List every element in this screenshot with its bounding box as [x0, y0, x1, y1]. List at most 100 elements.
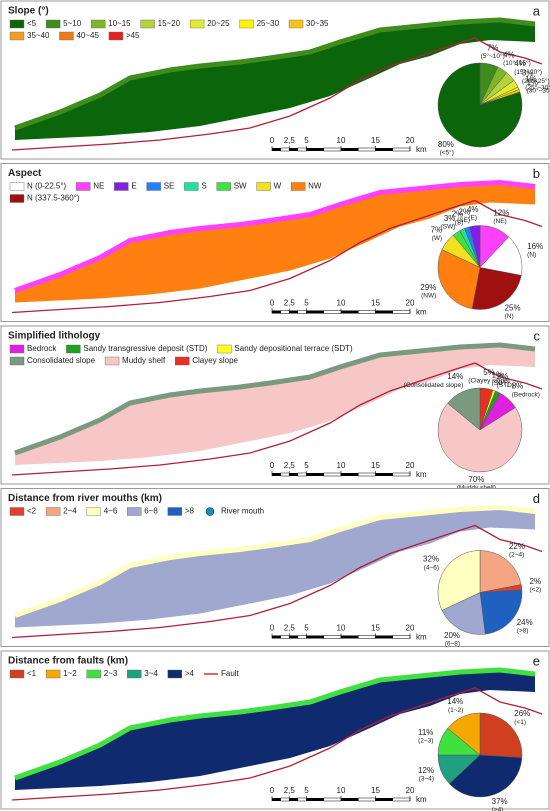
scale-segment: [375, 473, 393, 476]
pie-slice: [479, 589, 523, 635]
coastline: [11, 362, 543, 476]
legend-label: 4~6: [104, 507, 118, 516]
scale-segment: [323, 797, 342, 802]
panel-letter: d: [533, 491, 540, 506]
scale-segment: [297, 472, 307, 477]
legend-label: 35~40: [27, 31, 50, 40]
legend-label: N (337.5-360°): [27, 194, 80, 203]
pie-name-label: (25°~30°): [525, 83, 550, 91]
legend-swatch: [76, 182, 91, 191]
pie-value-label: 32%: [423, 555, 439, 564]
scale-label: 0: [270, 786, 275, 795]
panel-title: Simplified lithology: [8, 331, 101, 342]
legend-label: 25~30: [257, 19, 280, 28]
legend-label: 2~4: [63, 507, 77, 516]
pie-value-label: 1%: [525, 75, 537, 84]
legend-label: 40~45: [76, 31, 99, 40]
scale-segment: [289, 798, 298, 801]
scale-segment: [375, 310, 393, 314]
scale-segment: [306, 798, 324, 801]
panel: Distance from faults (km) e <1 1~2 2~3 3~4 >4 F…: [0, 650, 550, 811]
scale-label: 2,5: [284, 299, 296, 308]
legend-swatch: [167, 669, 183, 679]
pie-name-label: (10°~15°): [503, 59, 531, 67]
pie-value-label: 25%: [505, 303, 521, 312]
scale-segment: [323, 472, 342, 477]
legend-swatch: [9, 19, 25, 29]
legend-swatch: [9, 669, 25, 679]
scale-segment: [280, 147, 290, 152]
scale-segment: [323, 635, 342, 639]
pie-value-label: 12%: [493, 208, 509, 217]
legend-label: >8: [185, 507, 195, 516]
scale-segment: [289, 473, 298, 476]
panel-letter: c: [534, 328, 541, 343]
scale-unit: km: [416, 145, 427, 154]
pie-name-label: (>4): [492, 807, 504, 811]
map-area: [15, 182, 535, 303]
legend-label: SW: [234, 182, 247, 191]
pie-name-label: (30°~35°): [527, 86, 550, 94]
pie-name-label: (<1): [514, 719, 526, 726]
pie-value-label: 1%: [492, 370, 504, 379]
panel-title: Distance from faults (km): [8, 656, 128, 667]
pie-name-label: (Bedrock): [512, 391, 540, 398]
pie-name-label: (N): [527, 252, 536, 259]
coastline: [11, 199, 543, 314]
scale-segment: [375, 148, 393, 151]
pie-name-label: (SE): [457, 217, 470, 224]
legend-swatch: [9, 194, 25, 203]
pie-name-label: (2~4): [509, 552, 524, 559]
pie-value-label: 2%: [459, 207, 471, 216]
scale-label: 10: [337, 461, 346, 470]
scale-segment: [297, 797, 307, 802]
scale-segment: [280, 797, 290, 802]
legend-marker: [205, 507, 215, 516]
scale-label: 5: [304, 461, 309, 470]
legend-swatch: [127, 507, 142, 516]
legend-label: NW: [308, 182, 322, 191]
pie-slice: [471, 267, 522, 310]
legend-swatch: [189, 19, 205, 29]
panel: Aspect b N (0-22.5°) NE E SE S SW W NW N (337.5-36…: [0, 163, 550, 322]
legend-swatch: [127, 669, 142, 679]
legend-label: Muddy shelf: [122, 356, 166, 365]
legend-label: Clayey slope: [192, 356, 238, 365]
scale-label: 15: [371, 461, 380, 470]
scale-segment: [341, 798, 359, 801]
scale-unit: km: [416, 633, 427, 642]
pie-value-label: 7%: [487, 43, 499, 52]
legend-label: Fault: [221, 669, 240, 678]
legend-label: S: [201, 182, 206, 191]
scale-segment: [297, 635, 307, 639]
scale-segment: [280, 635, 290, 639]
legend-swatch: [216, 182, 231, 191]
pie-value-label: 4%: [514, 59, 526, 68]
panel-letter: b: [533, 166, 540, 181]
legend-label: 1~2: [63, 669, 77, 678]
legend-swatch: [45, 19, 61, 29]
pie-value-label: 4%: [503, 51, 515, 60]
scale-label: 10: [337, 786, 346, 795]
pie-value-label: 16%: [527, 242, 543, 251]
pie-name-label: (STD): [497, 382, 514, 389]
scale-segment: [392, 310, 411, 314]
scale-segment: [341, 473, 359, 476]
panel-title: Slope (°): [8, 6, 49, 17]
legend-swatch: [146, 182, 161, 191]
pie-value-label: 24%: [517, 618, 533, 627]
map-edge: [14, 342, 536, 456]
scale-segment: [280, 310, 290, 314]
pie-value-label: 37%: [492, 797, 508, 806]
scale-label: 5: [304, 299, 309, 308]
legend-label: Sandy transgressive deposit (STD): [83, 344, 207, 353]
scale-label: 2,5: [284, 786, 296, 795]
pie-slice: [469, 225, 481, 268]
scale-segment: [375, 635, 393, 639]
scale-label: 5: [304, 624, 309, 633]
scale-segment: [289, 310, 298, 314]
pie-name-label: (20°~25°): [522, 77, 550, 85]
legend-label: SE: [164, 182, 175, 191]
pie-name-label: (6~8): [445, 641, 460, 648]
